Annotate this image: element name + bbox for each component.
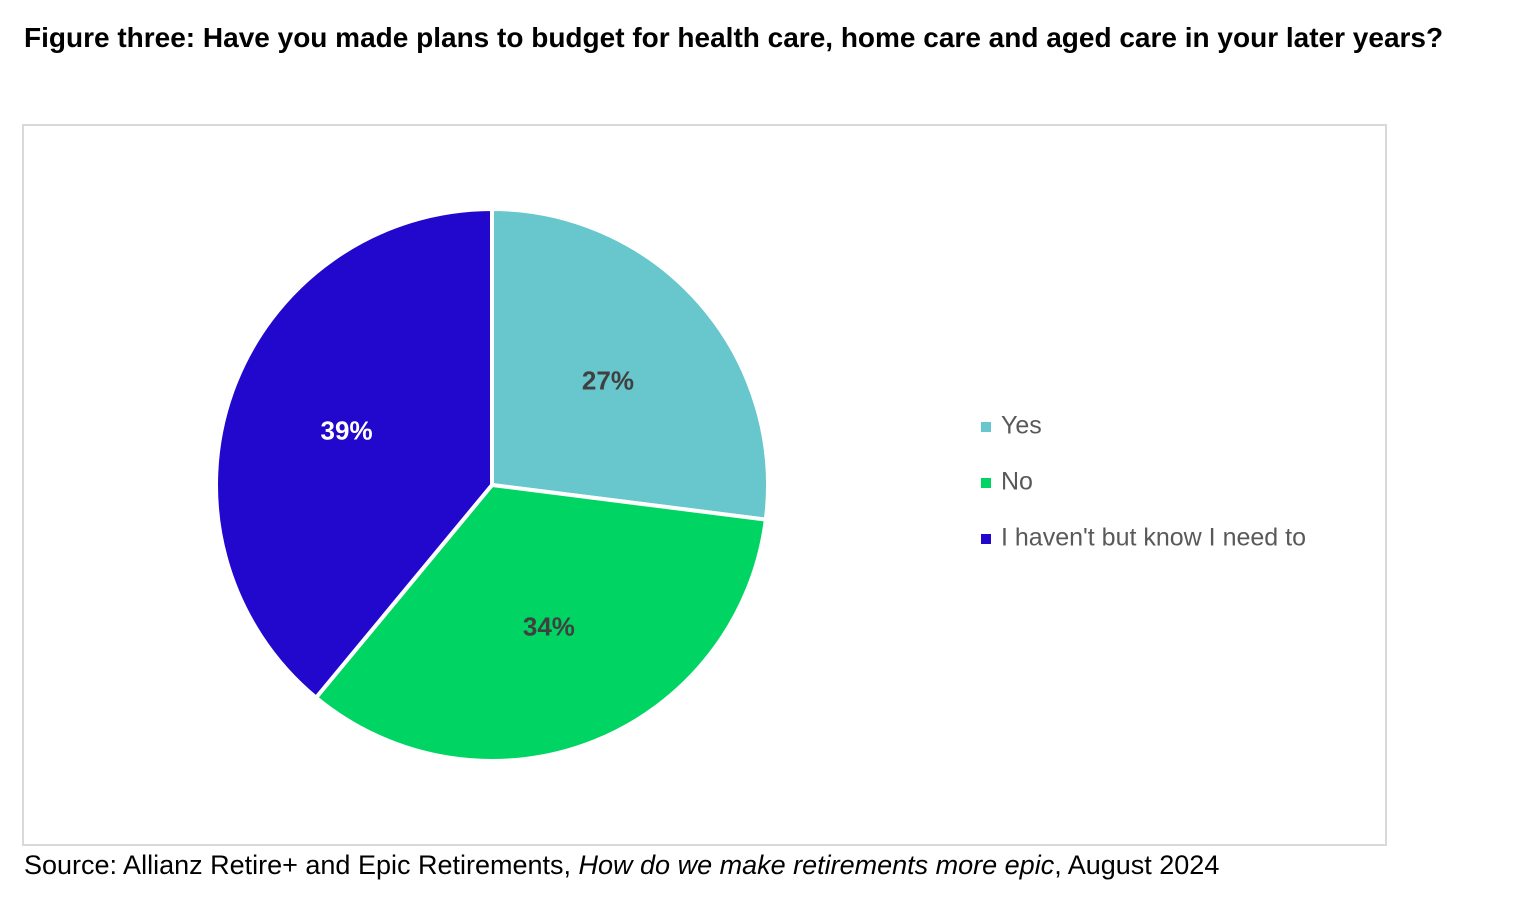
legend-marker [981, 422, 991, 432]
pie-slice [490, 207, 770, 522]
source-date: , August 2024 [1054, 850, 1220, 880]
legend-marker [981, 534, 991, 544]
source-text: Source: Allianz Retire+ and Epic Retirem… [24, 850, 579, 880]
legend-label: Yes [1001, 412, 1042, 440]
source-publication: How do we make retirements more epic [578, 850, 1055, 880]
pie-slice [214, 207, 494, 700]
legend-marker [981, 478, 991, 488]
legend-label: I haven't but know I need to [1001, 524, 1306, 552]
data-label: 27% [582, 366, 634, 396]
pie-slice [314, 483, 768, 763]
chart-title: Figure three: Have you made plans to bud… [24, 22, 1444, 53]
data-label: 39% [321, 416, 373, 446]
data-label: 34% [523, 612, 575, 642]
legend-label: No [1001, 468, 1033, 496]
source-note: Source: Allianz Retire+ and Epic Retirem… [24, 850, 1219, 881]
